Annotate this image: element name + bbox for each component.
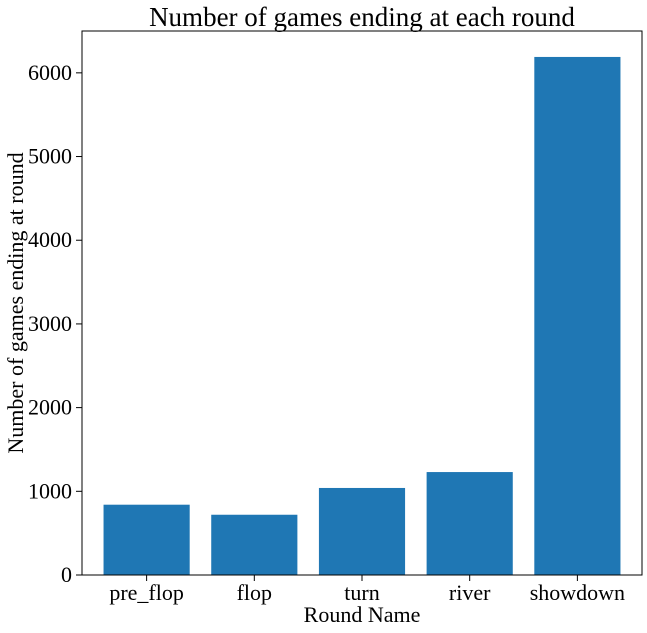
bar-river <box>426 472 513 575</box>
axes-frame <box>81 30 643 576</box>
x-tick-label: turn <box>344 580 379 605</box>
y-tick-label: 5000 <box>28 144 72 169</box>
x-tick-label: showdown <box>530 580 625 605</box>
x-tick-label: river <box>449 580 491 605</box>
y-tick-label: 3000 <box>28 311 72 336</box>
y-tick-label: 1000 <box>28 478 72 503</box>
x-tick-label: pre_flop <box>109 580 184 605</box>
bar-showdown <box>534 56 621 575</box>
bar-turn <box>318 487 406 575</box>
chart-title: Number of games ending at each round <box>149 2 575 32</box>
y-tick-label: 4000 <box>28 227 72 252</box>
x-axis-label: Round Name <box>304 602 421 627</box>
y-tick-label: 2000 <box>28 395 72 420</box>
plot-area: 0 1000 2000 3000 4000 5000 6000 pre_flop flop tur… <box>28 30 643 605</box>
x-tick-label: flop <box>237 580 272 605</box>
y-axis-label: Number of games ending at round <box>3 152 28 453</box>
bar-pre_flop <box>103 504 190 575</box>
bar-flop <box>211 514 298 575</box>
y-tick-label: 0 <box>61 562 72 587</box>
y-tick-label: 6000 <box>28 60 72 85</box>
